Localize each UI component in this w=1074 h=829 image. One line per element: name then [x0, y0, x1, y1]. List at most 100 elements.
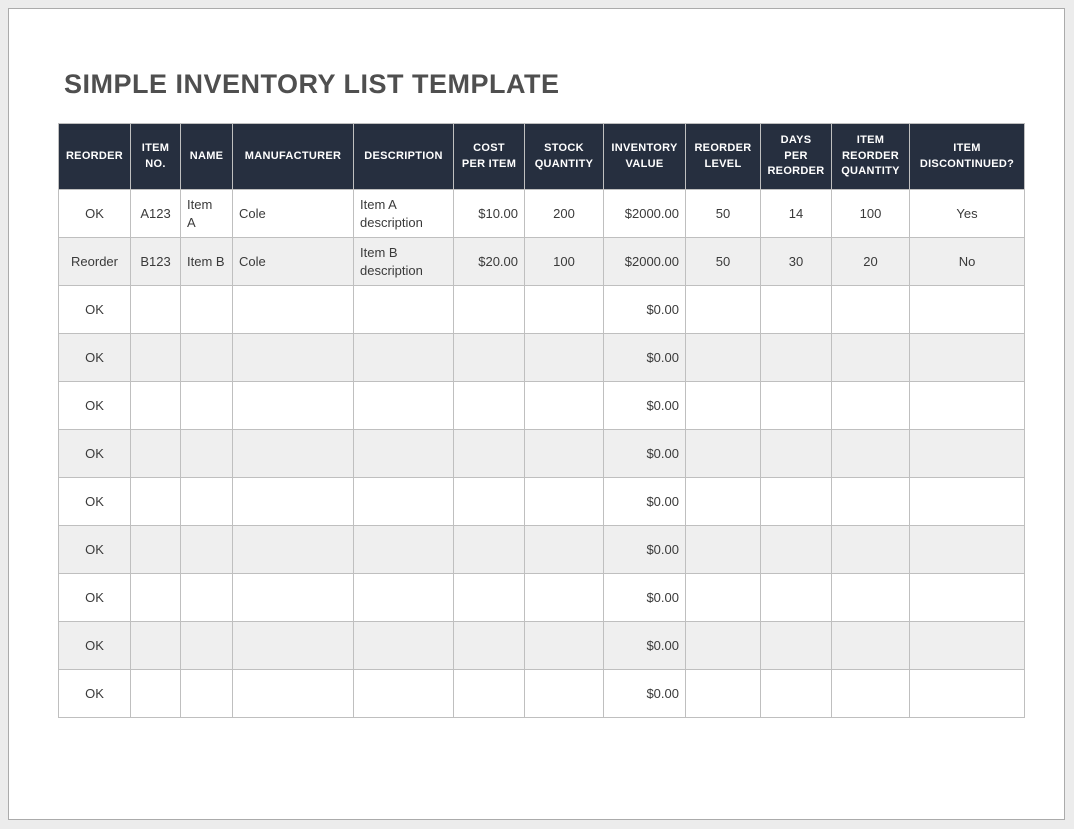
cell-reorder-level[interactable]: [685, 669, 761, 718]
cell-manufacturer[interactable]: [232, 429, 354, 478]
cell-name[interactable]: [180, 381, 233, 430]
cell-description[interactable]: Item B description: [353, 237, 454, 286]
cell-item-discontinued[interactable]: [909, 429, 1025, 478]
cell-inventory-value[interactable]: $0.00: [603, 333, 686, 382]
cell-inventory-value[interactable]: $2000.00: [603, 189, 686, 238]
cell-days-per-reorder[interactable]: [760, 429, 832, 478]
cell-reorder[interactable]: Reorder: [58, 237, 131, 286]
cell-stock-quantity[interactable]: [524, 477, 604, 526]
cell-item-no[interactable]: [130, 429, 181, 478]
cell-cost-per-item[interactable]: [453, 429, 525, 478]
cell-reorder[interactable]: OK: [58, 525, 131, 574]
cell-days-per-reorder[interactable]: [760, 381, 832, 430]
cell-stock-quantity[interactable]: 200: [524, 189, 604, 238]
cell-manufacturer[interactable]: Cole: [232, 237, 354, 286]
cell-inventory-value[interactable]: $0.00: [603, 573, 686, 622]
cell-reorder[interactable]: OK: [58, 573, 131, 622]
cell-inventory-value[interactable]: $0.00: [603, 477, 686, 526]
cell-manufacturer[interactable]: [232, 285, 354, 334]
cell-reorder-level[interactable]: [685, 525, 761, 574]
cell-reorder-level[interactable]: [685, 333, 761, 382]
cell-description[interactable]: [353, 669, 454, 718]
cell-days-per-reorder[interactable]: [760, 333, 832, 382]
cell-item-reorder-quantity[interactable]: [831, 429, 910, 478]
cell-name[interactable]: [180, 525, 233, 574]
cell-manufacturer[interactable]: [232, 669, 354, 718]
cell-description[interactable]: [353, 573, 454, 622]
cell-cost-per-item[interactable]: [453, 333, 525, 382]
cell-name[interactable]: Item A: [180, 189, 233, 238]
cell-name[interactable]: [180, 285, 233, 334]
cell-description[interactable]: [353, 477, 454, 526]
cell-item-reorder-quantity[interactable]: [831, 621, 910, 670]
cell-days-per-reorder[interactable]: 30: [760, 237, 832, 286]
cell-item-discontinued[interactable]: No: [909, 237, 1025, 286]
cell-item-discontinued[interactable]: [909, 525, 1025, 574]
cell-name[interactable]: [180, 429, 233, 478]
cell-item-reorder-quantity[interactable]: 100: [831, 189, 910, 238]
cell-manufacturer[interactable]: [232, 573, 354, 622]
cell-days-per-reorder[interactable]: [760, 525, 832, 574]
cell-manufacturer[interactable]: [232, 477, 354, 526]
cell-item-discontinued[interactable]: [909, 333, 1025, 382]
cell-cost-per-item[interactable]: [453, 621, 525, 670]
cell-description[interactable]: [353, 285, 454, 334]
cell-item-reorder-quantity[interactable]: [831, 333, 910, 382]
cell-inventory-value[interactable]: $0.00: [603, 621, 686, 670]
cell-item-discontinued[interactable]: [909, 477, 1025, 526]
cell-cost-per-item[interactable]: $20.00: [453, 237, 525, 286]
cell-item-no[interactable]: B123: [130, 237, 181, 286]
cell-reorder[interactable]: OK: [58, 333, 131, 382]
cell-reorder-level[interactable]: [685, 429, 761, 478]
cell-item-reorder-quantity[interactable]: 20: [831, 237, 910, 286]
cell-cost-per-item[interactable]: $10.00: [453, 189, 525, 238]
cell-reorder-level[interactable]: [685, 621, 761, 670]
cell-item-discontinued[interactable]: [909, 381, 1025, 430]
cell-stock-quantity[interactable]: [524, 333, 604, 382]
cell-cost-per-item[interactable]: [453, 669, 525, 718]
cell-item-no[interactable]: [130, 285, 181, 334]
cell-reorder[interactable]: OK: [58, 621, 131, 670]
cell-item-discontinued[interactable]: [909, 285, 1025, 334]
cell-stock-quantity[interactable]: [524, 621, 604, 670]
cell-item-no[interactable]: A123: [130, 189, 181, 238]
cell-days-per-reorder[interactable]: [760, 669, 832, 718]
cell-reorder-level[interactable]: 50: [685, 189, 761, 238]
cell-manufacturer[interactable]: [232, 333, 354, 382]
cell-reorder-level[interactable]: [685, 477, 761, 526]
cell-manufacturer[interactable]: Cole: [232, 189, 354, 238]
cell-description[interactable]: [353, 333, 454, 382]
cell-cost-per-item[interactable]: [453, 477, 525, 526]
cell-name[interactable]: [180, 669, 233, 718]
cell-reorder[interactable]: OK: [58, 477, 131, 526]
cell-name[interactable]: [180, 477, 233, 526]
cell-reorder[interactable]: OK: [58, 669, 131, 718]
cell-stock-quantity[interactable]: [524, 525, 604, 574]
cell-inventory-value[interactable]: $0.00: [603, 285, 686, 334]
cell-inventory-value[interactable]: $2000.00: [603, 237, 686, 286]
cell-item-reorder-quantity[interactable]: [831, 525, 910, 574]
cell-stock-quantity[interactable]: [524, 573, 604, 622]
cell-reorder[interactable]: OK: [58, 429, 131, 478]
cell-stock-quantity[interactable]: [524, 669, 604, 718]
cell-stock-quantity[interactable]: [524, 429, 604, 478]
cell-days-per-reorder[interactable]: [760, 573, 832, 622]
cell-item-reorder-quantity[interactable]: [831, 477, 910, 526]
cell-description[interactable]: Item A description: [353, 189, 454, 238]
cell-name[interactable]: [180, 621, 233, 670]
cell-stock-quantity[interactable]: [524, 285, 604, 334]
cell-days-per-reorder[interactable]: [760, 477, 832, 526]
cell-description[interactable]: [353, 525, 454, 574]
cell-description[interactable]: [353, 381, 454, 430]
cell-manufacturer[interactable]: [232, 381, 354, 430]
cell-item-no[interactable]: [130, 381, 181, 430]
cell-stock-quantity[interactable]: 100: [524, 237, 604, 286]
cell-name[interactable]: [180, 573, 233, 622]
cell-item-discontinued[interactable]: [909, 621, 1025, 670]
cell-days-per-reorder[interactable]: [760, 621, 832, 670]
cell-item-discontinued[interactable]: [909, 669, 1025, 718]
cell-item-no[interactable]: [130, 621, 181, 670]
cell-item-reorder-quantity[interactable]: [831, 573, 910, 622]
cell-item-no[interactable]: [130, 477, 181, 526]
cell-inventory-value[interactable]: $0.00: [603, 669, 686, 718]
